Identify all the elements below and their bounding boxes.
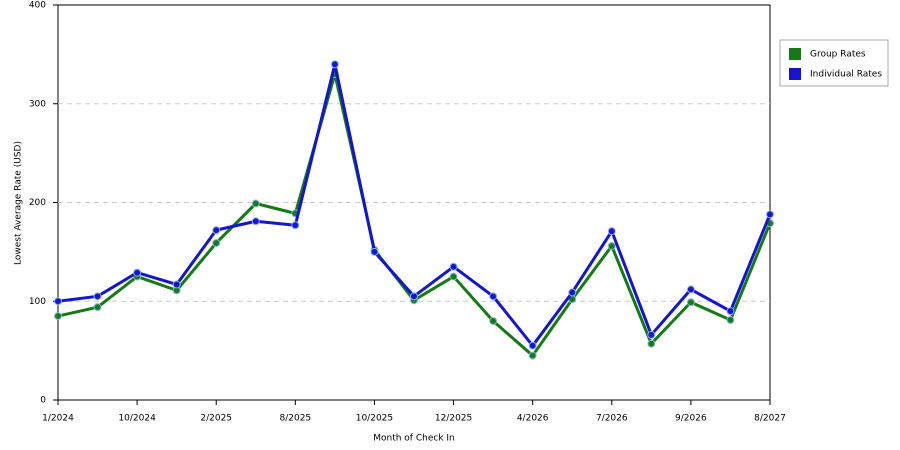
data-point — [410, 292, 418, 301]
data-point — [647, 339, 656, 348]
legend-label: Group Rates — [810, 50, 866, 60]
x-tick-label: 10/2025 — [356, 414, 393, 424]
legend-swatch — [789, 68, 801, 80]
data-point — [212, 226, 221, 235]
data-point — [370, 247, 379, 256]
y-tick-label: 100 — [29, 297, 46, 307]
data-point — [489, 292, 498, 301]
data-point — [93, 292, 102, 301]
data-point — [330, 60, 339, 69]
data-point — [686, 298, 695, 307]
data-point — [647, 330, 656, 339]
data-point — [568, 288, 577, 297]
data-point — [251, 217, 260, 226]
x-tick-label: 10/2024 — [118, 414, 156, 424]
data-point — [212, 238, 221, 247]
y-tick-label: 400 — [29, 1, 46, 11]
series-line — [57, 72, 772, 358]
data-point — [726, 316, 735, 325]
data-point — [607, 227, 616, 236]
y-tick-label: 0 — [40, 396, 46, 406]
x-tick-label: 9/2026 — [675, 414, 707, 424]
y-tick-label: 200 — [29, 198, 46, 208]
data-point — [54, 312, 62, 321]
x-tick-label: 4/2026 — [517, 414, 549, 424]
data-point — [133, 268, 142, 277]
x-tick-label: 8/2025 — [279, 414, 311, 424]
data-point — [686, 285, 695, 294]
legend-label: Individual Rates — [810, 70, 882, 80]
data-point — [54, 297, 62, 306]
y-tick-label: 300 — [29, 99, 46, 109]
x-tick-label: 2/2025 — [200, 414, 232, 424]
data-point — [766, 210, 774, 219]
data-point — [489, 317, 498, 325]
data-point — [93, 303, 102, 312]
x-tick-label: 7/2026 — [596, 414, 628, 424]
data-point — [528, 351, 537, 360]
data-point — [449, 262, 458, 271]
data-point — [607, 241, 616, 250]
legend-swatch — [789, 48, 801, 60]
data-point — [726, 307, 735, 316]
data-point — [172, 280, 181, 289]
x-tick-label: 12/2025 — [435, 414, 472, 424]
x-tick-label: 8/2027 — [754, 414, 786, 424]
x-tick-label: 1/2024 — [42, 414, 74, 424]
y-axis-label: Lowest Average Rate (USD) — [14, 141, 24, 265]
data-point — [449, 272, 458, 281]
x-axis-label: Month of Check In — [373, 434, 455, 444]
data-point — [528, 341, 537, 350]
data-point — [251, 199, 260, 208]
data-point — [291, 221, 300, 230]
